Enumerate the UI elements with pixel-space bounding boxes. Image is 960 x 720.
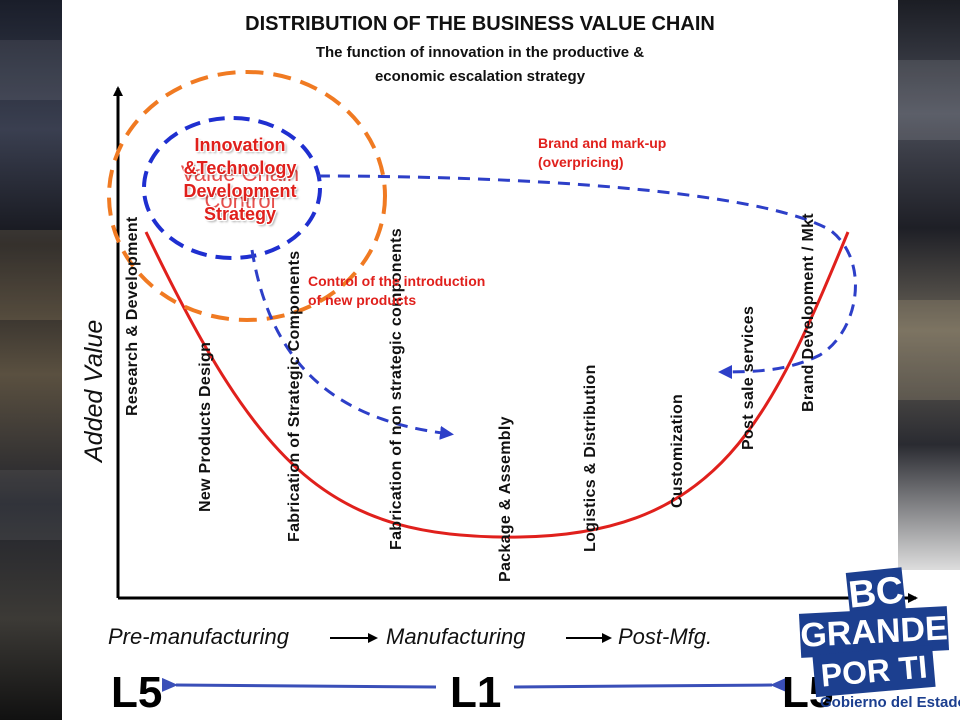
level-arrow-left: [161, 677, 437, 692]
logo-line-gobierno: Gobierno del Estado: [820, 694, 960, 711]
right-decorative-photo-strip: [898, 0, 960, 570]
level-left: L5: [111, 668, 163, 717]
subtitle-line-2: economic escalation strategy: [374, 68, 586, 85]
control-introduction-note: Control of the introduction of new produ…: [308, 273, 486, 308]
stage-label-customization: Customization: [669, 393, 686, 508]
stage-label-strategic-components: Fabrication of Strategic Components: [286, 250, 303, 542]
stage-label-post-sale: Post sale services: [740, 305, 757, 450]
level-arrow-right: [513, 677, 787, 692]
page-title: DISTRIBUTION OF THE BUSINESS VALUE CHAIN: [245, 13, 715, 35]
brand-markup-note: Brand and mark-up (overpricing): [538, 135, 667, 170]
level-middle: L1: [450, 668, 502, 717]
logo-line-por-ti: POR TI: [812, 644, 936, 698]
stage-label-brand-development: Brand Development / Mkt: [800, 213, 817, 412]
phase-post-mfg: Post-Mfg.: [618, 624, 713, 649]
brand-loop-path: [317, 174, 857, 379]
phase-pre-manufacturing: Pre-manufacturing: [108, 624, 289, 649]
bc-grande-logo: BC GRANDE POR TI Gobierno del Estado: [796, 562, 960, 720]
left-decorative-photo-strip: [0, 0, 62, 720]
phase-manufacturing: Manufacturing: [386, 624, 526, 649]
stage-label-package: Package & Assembly: [497, 416, 514, 582]
blue-dashed-ellipse: [142, 116, 322, 260]
brand-loop-arrow: [250, 249, 454, 440]
innovation-strategy-label: Innovation &Technology Development Strat…: [183, 135, 297, 224]
stage-label-research: Research & Development: [124, 216, 141, 416]
value-chain-control-label: Value Chain Control: [180, 161, 300, 213]
y-axis-label: Added Value: [80, 319, 108, 462]
orange-dashed-circle: [107, 70, 387, 322]
stage-label-new-products: New Products Design: [197, 341, 214, 512]
value-curve: [144, 231, 850, 539]
stage-label-logistics: Logistics & Distribution: [582, 364, 599, 552]
subtitle-line-1: The function of innovation in the produc…: [315, 44, 645, 61]
